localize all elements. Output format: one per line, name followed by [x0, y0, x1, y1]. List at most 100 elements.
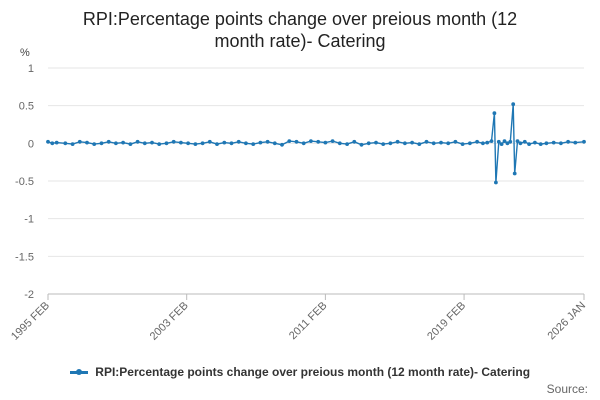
data-point: [54, 140, 59, 145]
data-point: [46, 139, 50, 144]
data-point: [258, 140, 263, 145]
chart-title-line-1: RPI:Percentage points change over preiou…: [82, 9, 518, 29]
y-tick-label: 0: [28, 138, 34, 150]
data-point: [446, 141, 451, 146]
data-point: [294, 139, 299, 144]
data-point: [582, 139, 586, 144]
data-point: [316, 139, 321, 144]
y-tick-label: 1: [28, 63, 34, 75]
data-point: [359, 142, 364, 147]
chart-title-line-2: month rate)- Catering: [214, 31, 386, 51]
data-point: [481, 141, 485, 146]
data-point: [527, 142, 531, 147]
data-point: [301, 141, 306, 146]
y-axis-unit-label: %: [20, 47, 30, 59]
data-point: [460, 142, 465, 147]
x-tick-label: 2003 FEB: [148, 300, 191, 343]
data-point: [85, 140, 89, 145]
data-point: [114, 141, 118, 146]
gridlines: [48, 67, 584, 295]
data-point: [424, 139, 429, 144]
data-point: [135, 139, 140, 144]
data-point: [494, 180, 498, 185]
x-tick-label: 2011 FEB: [287, 300, 330, 343]
y-tick-label: 0.5: [19, 101, 34, 113]
data-point: [395, 139, 400, 144]
data-point: [337, 141, 342, 146]
data-point: [453, 139, 458, 144]
data-point: [171, 139, 176, 144]
data-point: [410, 140, 414, 145]
data-point: [492, 111, 497, 116]
legend: RPI:Percentage points change over preiou…: [0, 365, 600, 379]
data-point: [475, 139, 479, 144]
data-point: [99, 141, 104, 146]
data-point: [265, 139, 270, 144]
data-point: [345, 142, 349, 147]
data-point: [374, 140, 378, 145]
data-point: [551, 140, 556, 145]
data-point: [309, 139, 313, 144]
data-point: [92, 142, 97, 147]
data-point: [515, 139, 520, 144]
data-point: [544, 141, 549, 146]
data-point: [518, 141, 523, 146]
data-point: [566, 139, 570, 144]
y-axis-ticks: 1 0.5 0 -0.5 -1 -1.5 -2: [15, 63, 34, 301]
data-point: [533, 140, 537, 145]
data-point: [157, 142, 162, 147]
data-point: [150, 140, 154, 145]
x-tick-label: 1995 FEB: [9, 300, 52, 343]
data-point: [439, 140, 443, 145]
data-point: [388, 141, 393, 146]
data-point: [215, 142, 219, 147]
data-point: [485, 140, 490, 145]
y-tick-label: -0.5: [15, 176, 34, 188]
data-point: [244, 141, 248, 146]
source-label: Source:: [546, 382, 588, 396]
data-point: [179, 140, 183, 145]
data-point: [559, 141, 563, 146]
data-point: [323, 140, 328, 145]
data-point: [50, 141, 55, 146]
data-point: [272, 141, 277, 146]
x-tick-label: 2019 FEB: [425, 300, 468, 343]
data-point: [352, 139, 357, 144]
y-tick-label: -2: [24, 289, 34, 301]
data-point: [207, 139, 212, 144]
data-point: [121, 140, 125, 145]
data-point: [511, 102, 516, 107]
data-point: [573, 140, 578, 145]
y-tick-label: -1.5: [15, 251, 34, 263]
data-point: [164, 141, 169, 146]
data-point: [193, 142, 198, 147]
data-point: [366, 141, 371, 146]
data-point: [522, 139, 527, 144]
data-point: [70, 142, 75, 147]
data-point: [499, 142, 504, 147]
data-point: [468, 141, 472, 146]
data-point: [403, 141, 407, 146]
data-point: [200, 141, 205, 146]
data-point: [417, 142, 422, 147]
legend-label: RPI:Percentage points change over preiou…: [95, 365, 531, 379]
data-point: [505, 141, 510, 146]
data-point: [538, 142, 543, 147]
data-point: [77, 139, 82, 144]
data-point: [489, 139, 494, 144]
x-axis: 1995 FEB 2003 FEB 2011 FEB 2019 FEB 2026 JAN: [9, 293, 588, 343]
data-point: [236, 139, 241, 144]
data-point: [381, 142, 386, 147]
data-point: [280, 142, 284, 147]
chart-title: RPI:Percentage points change over preiou…: [0, 8, 600, 52]
data-point: [251, 142, 256, 147]
data-point: [222, 140, 227, 145]
data-point: [330, 139, 335, 144]
data-point: [142, 141, 147, 146]
data-point: [106, 139, 111, 144]
x-tick-label: 2026 JAN: [545, 300, 588, 343]
y-tick-label: -1: [24, 214, 34, 226]
data-point: [287, 139, 292, 144]
series-group: [46, 102, 586, 185]
